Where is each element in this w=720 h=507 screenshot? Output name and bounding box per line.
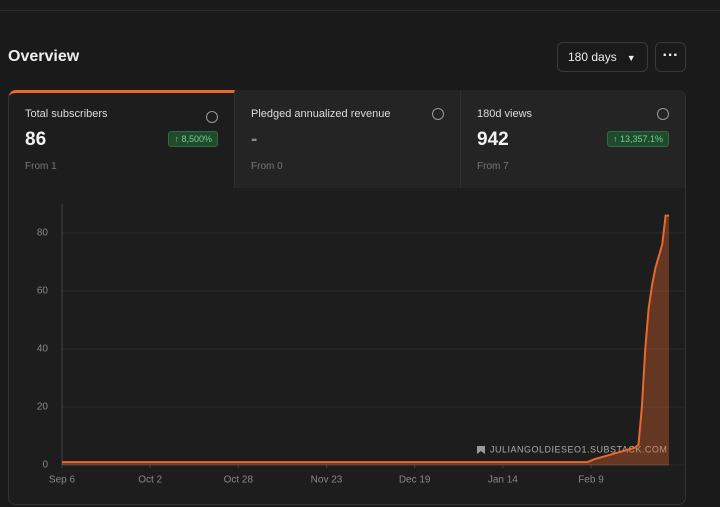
- card-label: Total subscribers: [25, 108, 108, 120]
- card[interactable]: Total subscribers 86 ↑ 8,500% From 1: [9, 90, 235, 188]
- range-dropdown[interactable]: 180 days ▼: [557, 42, 648, 72]
- card-value: 86: [25, 129, 47, 150]
- y-tick-label: 20: [37, 402, 49, 413]
- more-button[interactable]: ···: [655, 42, 686, 72]
- y-tick-label: 0: [42, 460, 48, 471]
- card-from: From 1: [25, 161, 57, 172]
- x-tick-label: Sep 6: [49, 475, 76, 486]
- caret: ▼: [626, 53, 636, 63]
- range-label: 180 days: [568, 50, 617, 64]
- x-tick-label: Nov 23: [311, 475, 343, 486]
- info-icon[interactable]: [657, 108, 669, 120]
- card-value: 942: [477, 129, 509, 150]
- card-label: 180d views: [477, 108, 533, 120]
- watermark-icon: [477, 446, 485, 454]
- line: [62, 214, 669, 464]
- watermark: JULIANGOLDIESEO1.SUBSTACK.COM: [490, 444, 667, 454]
- x-tick-label: Oct 2: [138, 475, 162, 486]
- info-icon[interactable]: [206, 111, 218, 123]
- x-tick-label: Dec 19: [399, 475, 431, 486]
- card[interactable]: Pledged annualized revenue - From 0: [235, 90, 461, 188]
- card-label: Pledged annualized revenue: [251, 108, 391, 120]
- y-tick-label: 60: [37, 286, 49, 297]
- change-text: 13,357.1%: [619, 134, 663, 144]
- x-tick-label: Feb 9: [578, 475, 604, 486]
- x-tick-label: Oct 28: [224, 475, 254, 486]
- card[interactable]: 180d views 942 ↑ 13,357.1% From 7: [461, 90, 685, 188]
- y-tick-label: 40: [37, 344, 49, 355]
- card-value: -: [251, 129, 258, 150]
- change-badge: ↑ 13,357.1%: [606, 131, 669, 147]
- card-from: From 0: [251, 161, 283, 172]
- card-from: From 7: [477, 161, 509, 172]
- x-tick-label: Jan 14: [488, 475, 518, 486]
- y-tick-label: 80: [37, 228, 49, 239]
- info-icon[interactable]: [432, 108, 444, 120]
- change-text: 8,500%: [181, 134, 212, 144]
- change-badge: ↑ 8,500%: [168, 131, 218, 147]
- page-title: Overview: [8, 48, 80, 65]
